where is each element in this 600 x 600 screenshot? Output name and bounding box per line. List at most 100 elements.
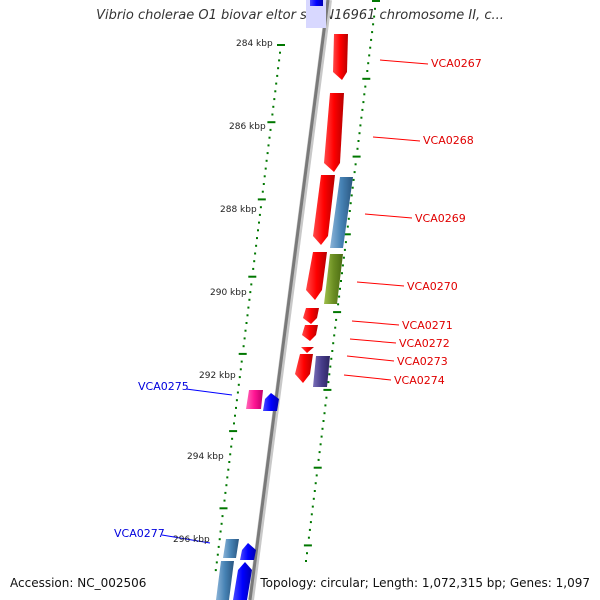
scale-left-minor-tick (258, 221, 260, 224)
callout-vca0273 (346, 355, 395, 362)
scale-left-minor-tick (229, 453, 232, 456)
scale-left-minor-tick (231, 437, 234, 440)
scale-left-minor-tick (258, 213, 261, 216)
scale-left-minor-tick (255, 244, 258, 247)
scale-right-minor-tick (331, 350, 334, 352)
scale-left-minor-tick (228, 461, 231, 463)
callout-vca0270 (356, 281, 405, 287)
scale-left-major-tick (229, 430, 238, 433)
scale-left-minor-tick (253, 260, 256, 263)
callout-vca0275 (185, 388, 233, 396)
gene-vca0274[interactable] (295, 354, 313, 383)
scale-right-minor-tick (339, 287, 341, 290)
scale-left-minor-tick (248, 298, 251, 301)
scale-left-minor-tick (215, 561, 218, 564)
scale-right-minor-tick (358, 132, 361, 135)
scale-left-minor-tick (254, 252, 257, 255)
scale-right-minor-tick (314, 482, 317, 485)
feature-pink[interactable] (246, 390, 263, 409)
gene-label-vca0275[interactable]: VCA0275 (138, 380, 189, 393)
scale-left-minor-tick (268, 136, 271, 139)
scale-right-minor-tick (360, 116, 363, 119)
scale-right-minor-tick (323, 412, 326, 415)
scale-right-minor-tick (310, 513, 313, 516)
scale-right-major-tick (323, 388, 332, 391)
scale-left-minor-tick (236, 391, 239, 394)
scale-left-minor-tick (225, 484, 228, 487)
accession-text: Accession: NC_002506 (10, 576, 147, 590)
scale-ticks-left (214, 44, 285, 572)
callout-vca0277 (161, 534, 211, 544)
scale-left-minor-tick (277, 67, 280, 70)
gene-vca0272[interactable] (302, 325, 318, 341)
scale-right-minor-tick (329, 365, 332, 368)
gene-partial-top[interactable] (310, 0, 323, 6)
gene-vca0268[interactable] (324, 93, 344, 172)
scale-left-minor-tick (273, 98, 276, 101)
gene-vca0267[interactable] (333, 34, 348, 80)
scale-right-minor-tick (351, 186, 354, 189)
scale-left-minor-tick (221, 515, 224, 518)
scale-left-minor-tick (230, 445, 233, 448)
scale-right-minor-tick (368, 54, 371, 57)
chromosome-backbone-shade (248, 0, 330, 600)
scale-left-minor-tick (263, 175, 266, 178)
scale-left-minor-tick (223, 499, 226, 502)
map-title: Vibrio cholerae O1 biovar eltor str. N16… (96, 8, 504, 23)
feature-steelblue-3[interactable] (216, 561, 234, 600)
scale-left-minor-tick (240, 360, 243, 363)
scale-left-minor-tick (233, 422, 235, 425)
scale-right-minor-tick (312, 497, 315, 500)
scale-right-minor-tick (341, 272, 343, 275)
scale-right-minor-tick (337, 303, 340, 306)
gene-label-vca0268[interactable]: VCA0268 (423, 134, 474, 147)
gene-bottom-blue[interactable] (233, 562, 252, 600)
feature-olive[interactable] (324, 254, 343, 304)
gene-vca0269[interactable] (313, 175, 335, 245)
scale-left-minor-tick (257, 229, 259, 232)
gene-vca0271[interactable] (303, 308, 319, 324)
scale-right-minor-tick (338, 295, 341, 298)
scale-left-minor-tick (266, 152, 269, 155)
scale-left-minor-tick (217, 545, 220, 548)
gene-label-vca0273[interactable]: VCA0273 (397, 355, 448, 368)
scale-left-minor-tick (278, 59, 281, 62)
scale-left-minor-tick (274, 90, 277, 93)
scale-label-284: 284 kbp (236, 39, 273, 49)
gene-vca0270[interactable] (306, 252, 327, 300)
scale-right-minor-tick (325, 396, 328, 399)
gene-label-vca0267[interactable]: VCA0267 (431, 57, 482, 70)
scale-right-minor-tick (309, 521, 312, 524)
scale-left-minor-tick (237, 383, 240, 386)
scale-right-major-tick (352, 155, 361, 158)
scale-left-minor-tick (271, 113, 274, 116)
gene-label-vca0277[interactable]: VCA0277 (114, 527, 165, 540)
feature-purple[interactable] (313, 356, 330, 387)
scale-left-minor-tick (267, 144, 270, 147)
scale-left-minor-tick (276, 74, 279, 77)
scale-right-minor-tick (308, 528, 311, 531)
gene-label-vca0274[interactable]: VCA0274 (394, 374, 445, 387)
scale-left-minor-tick (234, 414, 236, 417)
feature-steelblue-2[interactable] (223, 539, 239, 558)
callout-vca0271 (351, 320, 400, 326)
scale-left-major-tick (267, 121, 276, 124)
scale-left-major-tick (219, 507, 228, 510)
gene-label-vca0270[interactable]: VCA0270 (407, 280, 458, 293)
gene-label-vca0272[interactable]: VCA0272 (399, 337, 450, 350)
scale-right-minor-tick (332, 342, 335, 345)
gene-label-vca0271[interactable]: VCA0271 (402, 319, 453, 332)
gene-vca0277[interactable] (240, 543, 256, 560)
scale-label-290: 290 kbp (210, 288, 247, 298)
scale-right-minor-tick (343, 248, 346, 251)
scale-left-minor-tick (239, 368, 242, 371)
scale-left-minor-tick (245, 322, 248, 324)
scale-right-minor-tick (348, 210, 351, 212)
gene-vca0273[interactable] (301, 347, 314, 353)
scale-left-minor-tick (227, 468, 230, 471)
gene-label-vca0269[interactable]: VCA0269 (415, 212, 466, 225)
feature-steelblue-1[interactable] (330, 177, 353, 248)
scale-left-minor-tick (244, 329, 247, 332)
gene-vca0275[interactable] (263, 393, 279, 411)
